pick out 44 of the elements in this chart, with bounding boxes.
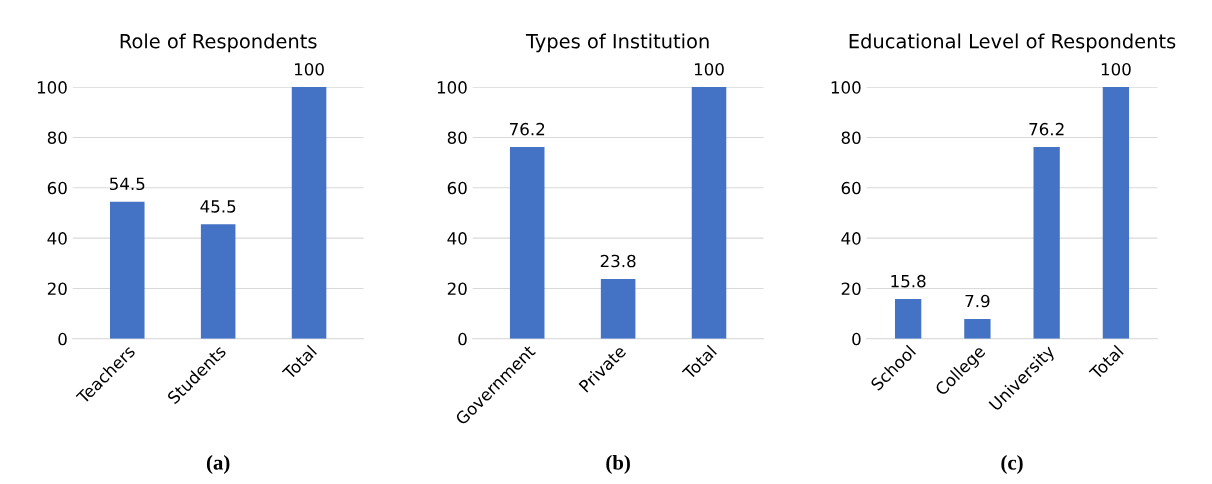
bar <box>894 299 922 339</box>
bar <box>964 318 991 339</box>
y-tick-label: 20 <box>447 282 467 296</box>
y-tick-label: 40 <box>47 232 67 245</box>
bar <box>291 87 327 339</box>
y-tick-label: 60 <box>447 181 467 195</box>
bar <box>1102 87 1130 339</box>
y-tick-label: 100 <box>437 81 467 94</box>
chart-title: Types of Institution <box>525 33 709 53</box>
y-tick-label: 40 <box>841 232 861 245</box>
chart-title: Role of Respondents <box>120 33 317 53</box>
y-tick-label: 80 <box>447 131 467 145</box>
bar <box>200 224 236 339</box>
data-label: 54.5 <box>109 177 145 191</box>
bar <box>600 278 636 339</box>
y-tick-label: 60 <box>841 181 861 195</box>
y-tick-label: 80 <box>841 131 861 145</box>
y-tick-label: 20 <box>47 282 67 296</box>
y-tick-label: 0 <box>458 332 467 346</box>
text: (c) <box>1001 455 1023 474</box>
data-label: 15.8 <box>891 274 926 288</box>
y-tick-label: 0 <box>852 332 861 346</box>
y-tick-label: 80 <box>47 131 67 145</box>
data-label: 76.2 <box>1029 122 1064 136</box>
bar <box>109 201 145 339</box>
text: (a) <box>206 455 230 474</box>
data-label: 23.8 <box>600 254 636 268</box>
y-tick-label: 20 <box>841 282 861 296</box>
data-label: 45.5 <box>200 200 236 213</box>
y-tick-label: 100 <box>37 81 67 94</box>
chart-title: Educational Level of Respondents <box>849 33 1176 53</box>
y-tick-label: 60 <box>47 181 67 195</box>
bar <box>1033 147 1060 339</box>
bar <box>509 147 545 339</box>
y-tick-label: 100 <box>831 81 861 94</box>
y-tick-label: 40 <box>447 232 467 245</box>
data-label: 100 <box>1101 62 1131 76</box>
y-tick-label: 0 <box>58 332 67 346</box>
data-label: 7.9 <box>965 294 990 308</box>
bar <box>691 87 727 339</box>
data-label: 76.2 <box>510 122 545 136</box>
text: (b) <box>606 455 630 474</box>
data-label: 100 <box>694 62 724 76</box>
data-label: 100 <box>294 62 324 76</box>
